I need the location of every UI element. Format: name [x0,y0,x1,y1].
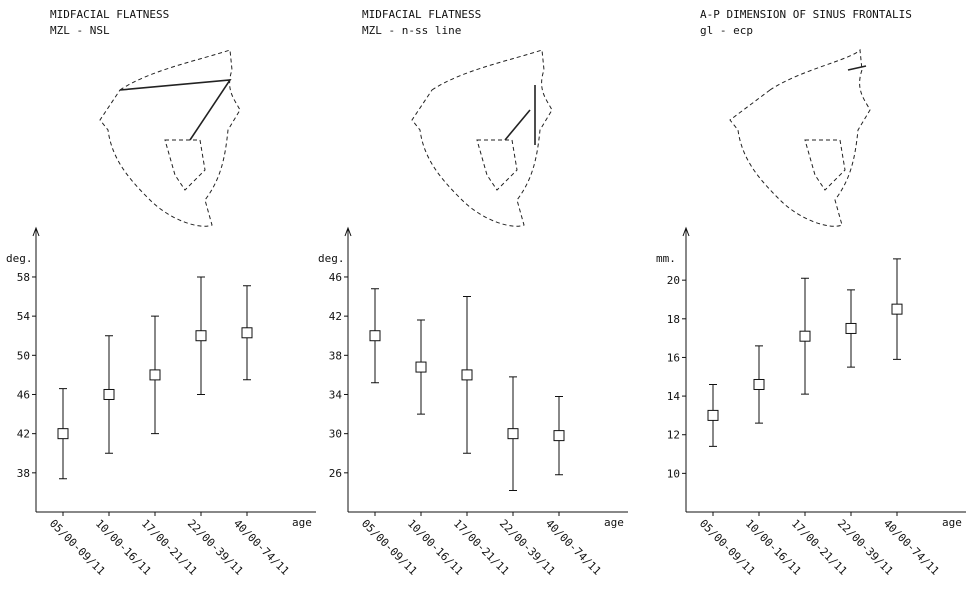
y-tick-label: 38 [17,467,30,480]
y-tick-label: 42 [17,428,30,441]
y-tick-label: 50 [17,349,30,362]
y-tick-label: 16 [667,351,680,364]
chart-subtitle: gl - ecp [700,24,753,37]
point [553,430,565,442]
y-tick-label: 26 [329,467,342,480]
point [241,327,253,339]
chart-title: A-P DIMENSION OF SINUS FRONTALIS [700,8,912,21]
y-tick-label: 46 [329,271,342,284]
y-tick-label: 20 [667,274,680,287]
y-tick-label: 14 [667,390,681,403]
point [753,378,765,390]
point [507,428,519,440]
point [103,388,115,400]
y-axis-label: mm. [656,252,676,265]
y-tick-label: 38 [329,349,342,362]
chart-subtitle: MZL - NSL [50,24,110,37]
point [415,361,427,373]
x-axis-label: age [604,516,624,529]
point [799,330,811,342]
y-tick-label: 46 [17,388,30,401]
point [845,322,857,334]
axis-arrow [344,226,352,237]
chart-subtitle: MZL - n-ss line [362,24,461,37]
point [149,369,161,381]
x-axis-label: age [942,516,962,529]
point [369,330,381,342]
y-axis-label: deg. [318,252,345,265]
y-tick-label: 58 [17,271,30,284]
y-axis-label: deg. [6,252,33,265]
axis-arrow [32,226,40,237]
point [57,428,69,440]
y-tick-label: 18 [667,313,680,326]
skull-drawing [411,49,553,227]
chart-title: MIDFACIAL FLATNESS [50,8,169,21]
point [461,369,473,381]
y-tick-label: 12 [667,429,680,442]
y-tick-label: 30 [329,428,342,441]
y-tick-label: 42 [329,310,342,323]
y-tick-label: 10 [667,467,680,480]
chart-title: MIDFACIAL FLATNESS [362,8,481,21]
skull-drawing [99,49,241,227]
y-tick-label: 54 [17,310,31,323]
x-axis-label: age [292,516,312,529]
skull-drawing [729,48,871,227]
point [891,303,903,315]
axis-arrow [682,226,690,237]
point [195,330,207,342]
y-tick-label: 34 [329,388,343,401]
point [707,409,719,421]
